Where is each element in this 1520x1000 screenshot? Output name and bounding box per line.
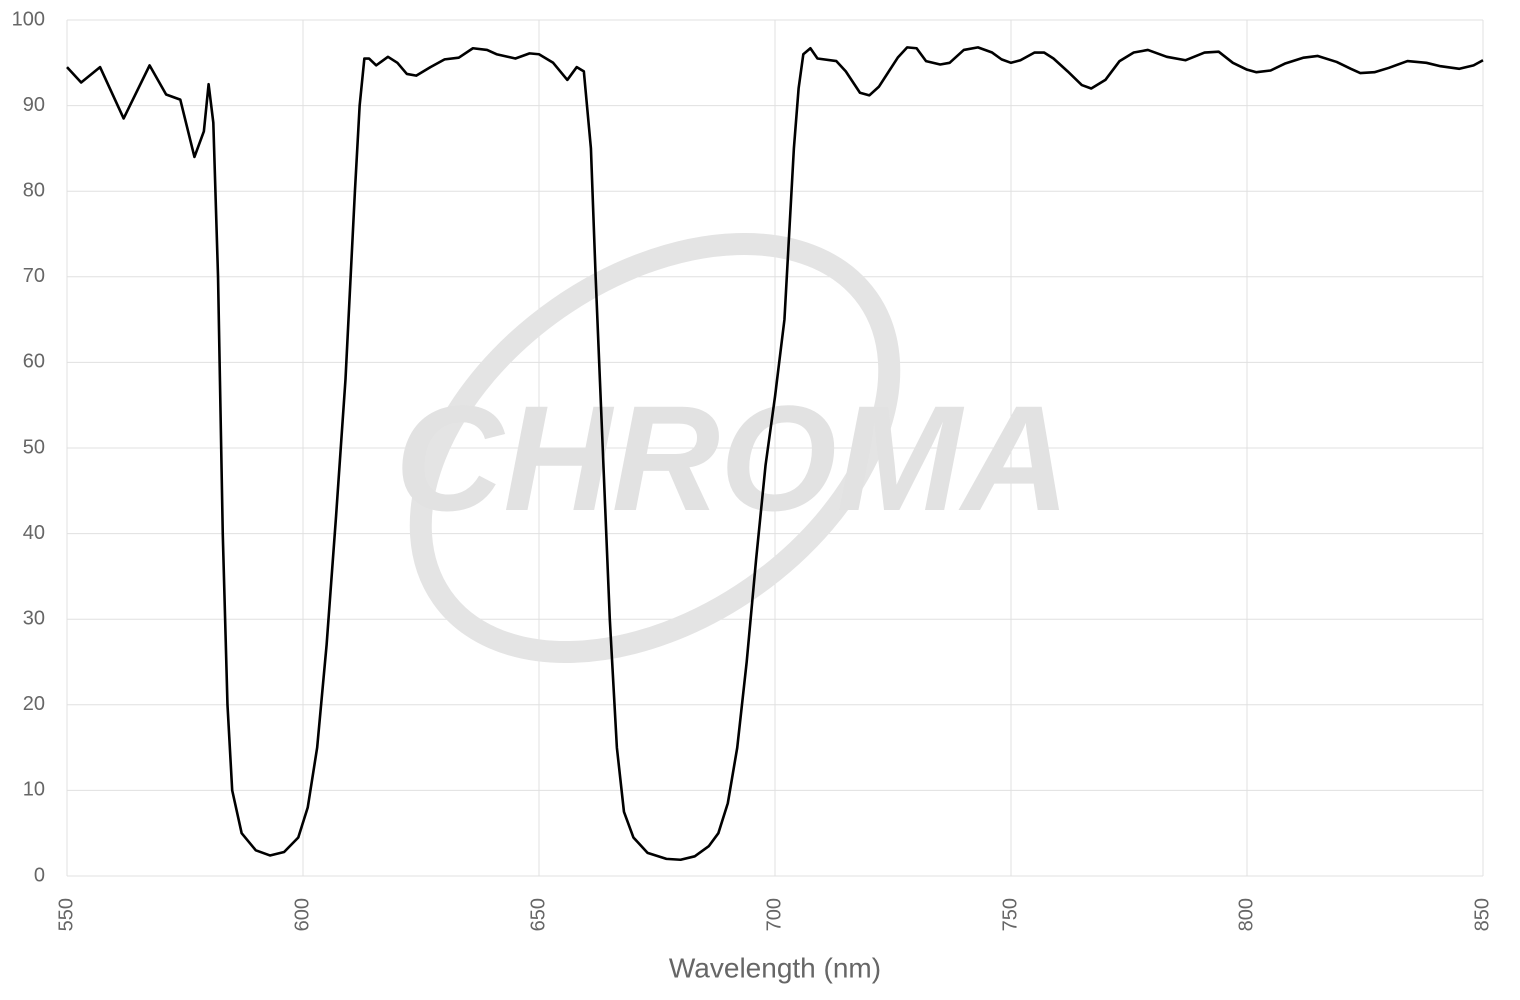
y-tick-label: 20 (23, 693, 45, 715)
y-tick-label: 50 (23, 436, 45, 458)
watermark: CHROMA (395, 232, 1070, 664)
y-tick-label: 0 (34, 864, 45, 886)
x-tick-label: 750 (999, 898, 1021, 931)
grid (66, 19, 1484, 877)
watermark-text: CHROMA (395, 374, 1070, 542)
y-tick-label: 60 (23, 351, 45, 373)
y-tick-label: 90 (23, 94, 45, 116)
y-tick-label: 70 (23, 265, 45, 287)
y-tick-label: 80 (23, 179, 45, 201)
series-line (66, 46, 1484, 862)
y-tick-label: 40 (23, 522, 45, 544)
y-tick-label: 10 (23, 779, 45, 801)
y-tick-label: 100 (12, 8, 45, 30)
x-tick-label: 650 (527, 898, 549, 931)
x-axis-title: Wavelength (nm) (669, 952, 881, 983)
x-tick-label: 550 (55, 898, 77, 931)
x-tick-label: 800 (1235, 898, 1257, 931)
y-tick-label: 30 (23, 607, 45, 629)
x-tick-label: 700 (763, 898, 785, 931)
x-tick-label: 850 (1471, 898, 1493, 931)
x-tick-label: 600 (291, 898, 313, 931)
